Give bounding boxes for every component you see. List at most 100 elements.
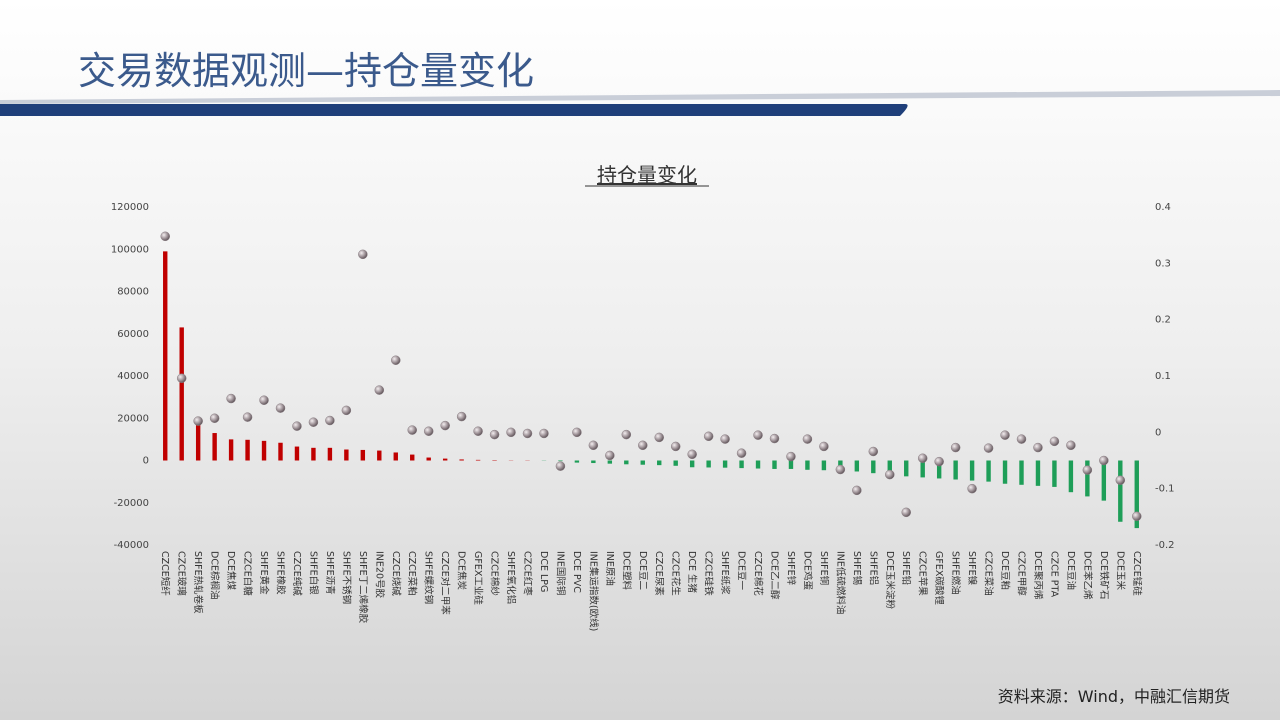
dot (654, 432, 664, 443)
dot (967, 483, 977, 494)
bar (459, 459, 464, 461)
x-tick-label: CZCE对二甲苯 (439, 551, 451, 615)
x-tick-label: DCE铁矿石 (1098, 551, 1110, 599)
bar (755, 460, 761, 469)
dot (835, 464, 846, 475)
dot (621, 429, 632, 440)
y2-tick-label: -0.2 (1155, 540, 1175, 551)
x-tick-label: INE20号胶 (373, 551, 385, 598)
dot (1115, 475, 1126, 485)
dot (901, 507, 911, 518)
bar (1134, 460, 1139, 529)
bar (657, 460, 662, 466)
y-tick-label: -40000 (114, 540, 149, 551)
bar (689, 460, 695, 468)
x-tick-label: DCE LPG (538, 551, 549, 592)
bar (772, 460, 777, 469)
dot (588, 440, 599, 451)
bar (574, 460, 580, 463)
slide-title: 交易数据观测—持仓量变化 (78, 49, 534, 93)
x-tick-label: GFEX碳酸锂 (933, 551, 945, 605)
bar (805, 460, 810, 470)
x-tick-label: SHFE镍 (966, 551, 978, 586)
y-tick-label: 120000 (111, 202, 149, 213)
y2-tick-label: 0.1 (1155, 371, 1171, 382)
dot (753, 430, 763, 440)
bar (228, 439, 234, 461)
x-tick-label: DCE乙二醇 (769, 551, 781, 600)
x-tick-label: CZCE白糖 (242, 551, 254, 596)
bar (706, 460, 711, 468)
x-tick-label: SHFE锡 (851, 551, 863, 585)
bar (607, 460, 613, 464)
bar (311, 447, 316, 461)
x-tick-label: SHFE橡胶 (275, 551, 287, 595)
dot (473, 426, 483, 436)
bar (1052, 460, 1057, 487)
x-tick-label: SHFE燃油 (950, 551, 962, 595)
dot (193, 416, 203, 426)
x-tick-label: CZCE苹果 (917, 551, 929, 596)
dot (391, 355, 401, 365)
x-tick-label: CZCE菜粕 (406, 551, 418, 596)
x-tick-label: DCE PVC (571, 551, 582, 593)
y2-tick-label: -0.1 (1155, 484, 1175, 495)
dot (819, 441, 829, 452)
dot (703, 431, 714, 442)
dot (407, 425, 417, 435)
dot (308, 417, 319, 427)
bar (936, 460, 942, 479)
y-tick-label: 20000 (117, 413, 149, 424)
dot (160, 231, 170, 242)
dot (226, 393, 236, 404)
x-tick-label: DCE塑料 (620, 551, 632, 590)
dot (852, 485, 862, 496)
dot (209, 413, 220, 423)
x-tick-label: DCE玉米 (1114, 551, 1126, 590)
dot (506, 427, 516, 438)
x-tick-label: CZCE花生 (670, 551, 682, 596)
x-tick-label: DCE玉米淀粉 (884, 551, 896, 609)
bar (871, 460, 876, 474)
dot (786, 451, 796, 462)
dot (358, 249, 368, 260)
dot (456, 411, 467, 422)
dot (1000, 430, 1010, 440)
x-tick-label: CZCE棉花 (752, 551, 764, 596)
dot (1033, 442, 1043, 453)
bar (163, 251, 168, 461)
y2-tick-label: 0.3 (1155, 258, 1171, 269)
dot (950, 442, 961, 453)
dot (1066, 440, 1076, 451)
x-tick-label: SHFE氧化铝 (505, 551, 517, 604)
x-tick-label: DCE焦炭 (456, 551, 468, 590)
dot (423, 426, 434, 436)
dot (769, 433, 780, 444)
x-tick-label: SHFE纸浆 (719, 551, 731, 595)
x-tick-label: DCE苯乙烯 (1081, 551, 1093, 600)
x-tick-label: DCE豆二 (637, 551, 648, 590)
bar (1101, 460, 1107, 501)
dot (605, 450, 615, 461)
x-tick-label: CZCE玻璃 (176, 551, 188, 596)
source-note: 资料来源：Wind，中融汇信期货 (998, 687, 1230, 706)
dot (275, 403, 286, 413)
bar (294, 446, 300, 461)
dot (670, 441, 681, 452)
dot (885, 469, 895, 480)
x-tick-label: CZCE棉纱 (489, 551, 501, 596)
bar (442, 458, 448, 461)
x-tick-label: CZCE短纤 (159, 551, 171, 596)
bar (887, 460, 892, 476)
x-tick-label: SHFE铝 (867, 551, 879, 585)
x-tick-label: SHFE白银 (307, 551, 319, 595)
dot (983, 443, 994, 453)
bar (245, 439, 250, 461)
x-tick-label: INE集运指数(欧线) (587, 551, 599, 631)
dot (638, 440, 648, 451)
bar (360, 449, 366, 461)
x-tick-label: INE国际铜 (554, 551, 566, 595)
dot (687, 449, 697, 460)
x-tick-label: SHFE热轧卷板 (192, 551, 204, 614)
